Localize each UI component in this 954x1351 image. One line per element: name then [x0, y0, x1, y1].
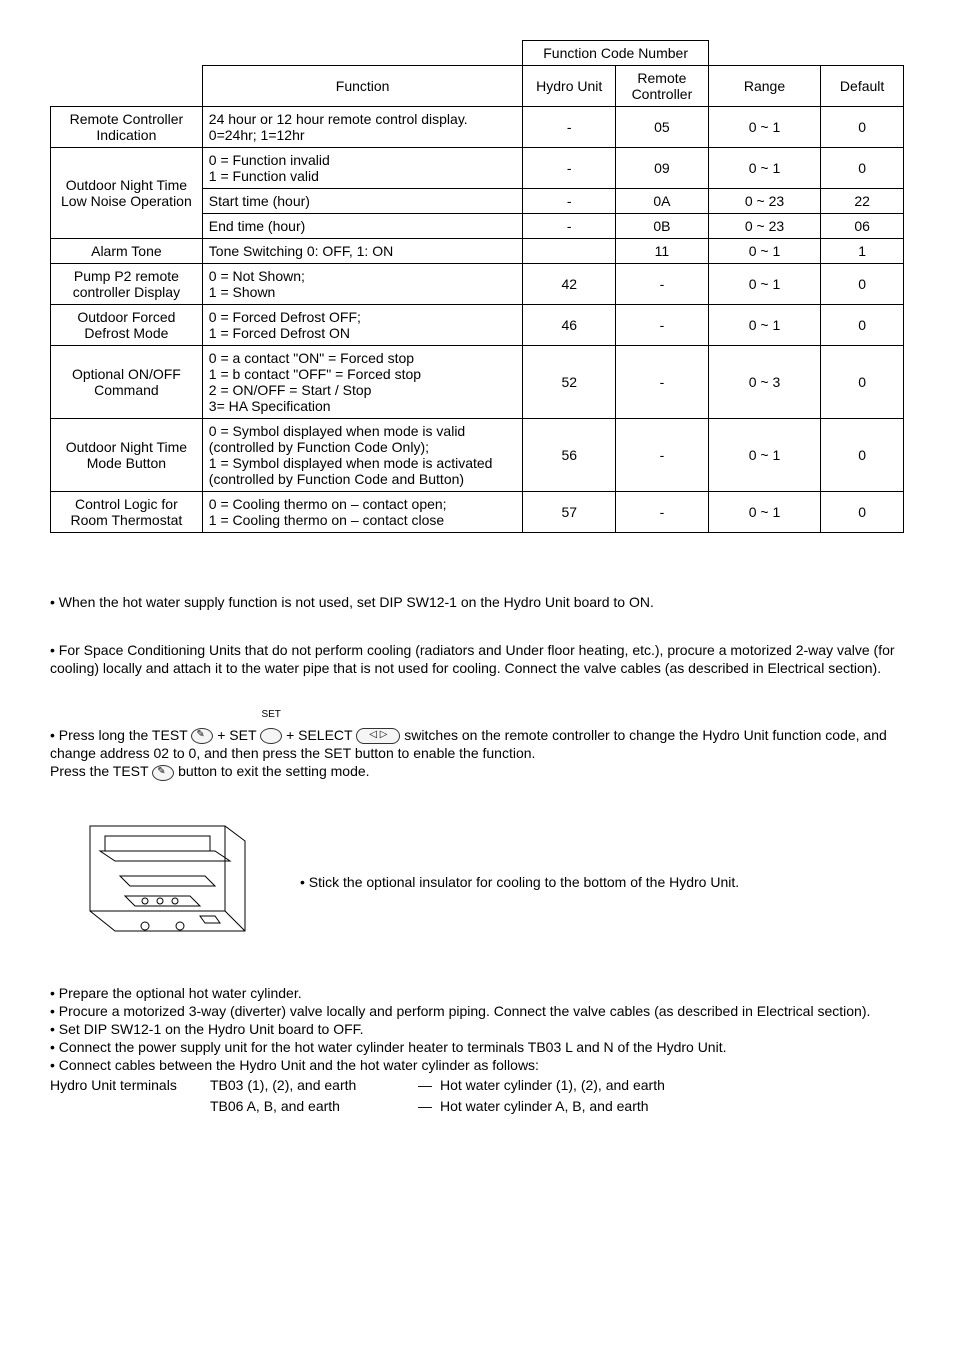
hydro-unit-diagram	[70, 811, 270, 954]
header-hydro: Hydro Unit	[523, 66, 616, 107]
note-space-conditioning: • For Space Conditioning Units that do n…	[50, 641, 904, 677]
table-row: Alarm Tone Tone Switching 0: OFF, 1: ON …	[51, 239, 904, 264]
header-range: Range	[708, 66, 820, 107]
hot-water-notes: • Prepare the optional hot water cylinde…	[50, 984, 904, 1115]
note-button-sequence: • Press long the TEST + SET SET + SELECT…	[50, 708, 904, 781]
header-func-code: Function Code Number	[523, 41, 708, 66]
test-button-icon	[152, 765, 174, 781]
test-button-icon	[191, 728, 213, 744]
select-button-icon: ◁ ▷	[356, 728, 400, 744]
header-function: Function	[202, 66, 523, 107]
table-row: Outdoor Night Time Mode Button 0 = Symbo…	[51, 419, 904, 492]
table-row: Outdoor Forced Defrost Mode 0 = Forced D…	[51, 305, 904, 346]
table-row: Optional ON/OFF Command 0 = a contact "O…	[51, 346, 904, 419]
table-row: Pump P2 remote controller Display 0 = No…	[51, 264, 904, 305]
note-insulator: • Stick the optional insulator for cooli…	[300, 874, 739, 890]
table-row: Remote Controller Indication 24 hour or …	[51, 107, 904, 148]
terminal-mapping: Hydro Unit terminals TB03 (1), (2), and …	[50, 1076, 904, 1114]
note-dip-switch: • When the hot water supply function is …	[50, 593, 904, 611]
function-code-table: Function Code Number Function Hydro Unit…	[50, 40, 904, 533]
header-default: Default	[821, 66, 904, 107]
header-remote: Remote Controller	[616, 66, 709, 107]
set-button-icon	[260, 728, 282, 744]
set-label: SET	[260, 708, 282, 721]
table-row: Outdoor Night Time Low Noise Operation 0…	[51, 148, 904, 189]
table-row: Control Logic for Room Thermostat 0 = Co…	[51, 492, 904, 533]
